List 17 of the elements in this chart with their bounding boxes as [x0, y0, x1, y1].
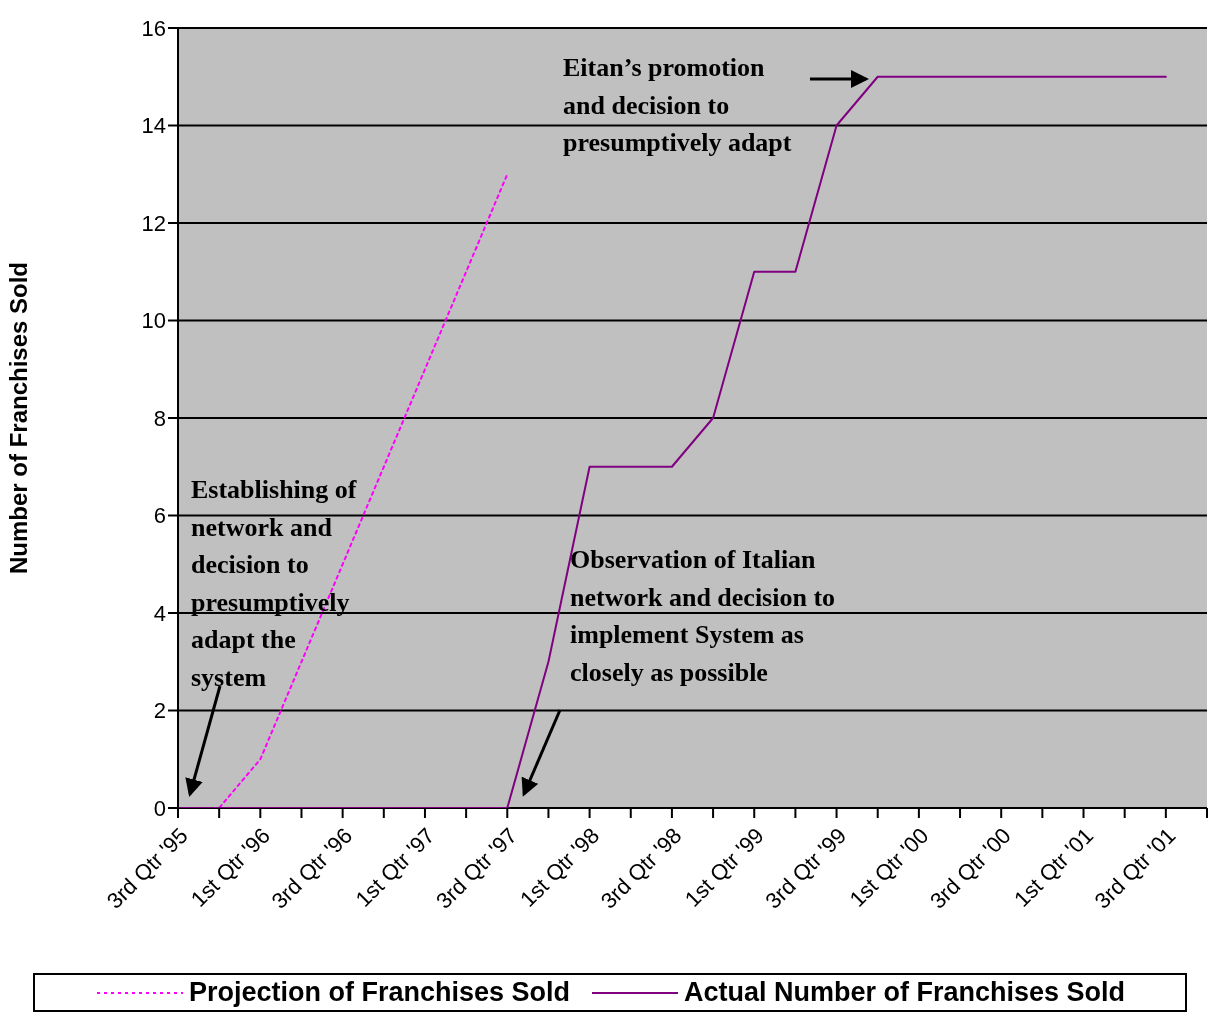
y-tick-label: 2 — [153, 698, 166, 724]
legend-label: Actual Number of Franchises Sold — [683, 977, 1126, 1008]
y-tick-label: 6 — [153, 503, 166, 529]
y-tick-label: 10 — [141, 308, 166, 334]
y-tick-label: 16 — [141, 15, 166, 41]
x-tick-label: 3rd Qtr '95 — [101, 822, 193, 914]
y-tick-label: 14 — [141, 113, 166, 139]
annotation: Establishing of network and decision to presumptively adapt the system — [191, 475, 357, 692]
annotation: Eitan’s promotion and decision to presumptively adapt — [563, 53, 792, 157]
y-tick-label: 12 — [141, 210, 166, 236]
legend-label: Projection of Franchises Sold — [188, 977, 570, 1008]
y-tick-label: 8 — [153, 405, 166, 431]
y-tick-label: 4 — [153, 600, 166, 626]
annotation: Observation of Italian network and decision to implement System as closely as possible — [570, 545, 836, 687]
y-axis-title: Number of Franchises Sold — [4, 261, 32, 575]
y-tick-label: 0 — [153, 795, 166, 821]
x-tick-label: 3rd Qtr '97 — [431, 822, 522, 914]
